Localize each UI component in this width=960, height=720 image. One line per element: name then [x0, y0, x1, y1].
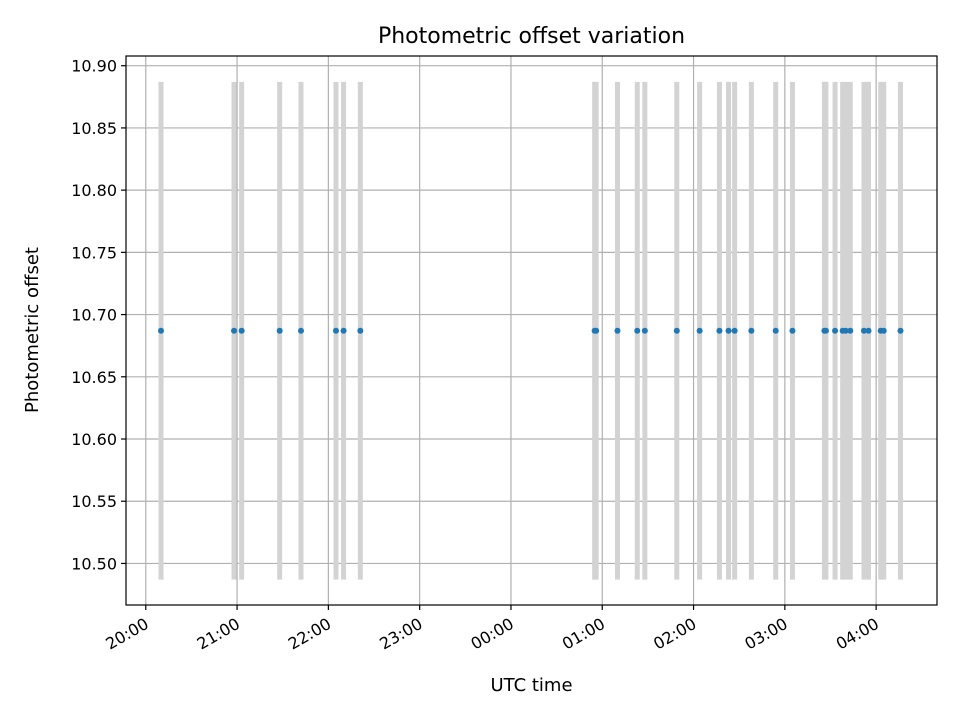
data-point: [641, 327, 648, 334]
data-points: [157, 327, 904, 334]
y-tick-label: 10.90: [71, 57, 117, 76]
data-point: [748, 327, 755, 334]
data-point: [157, 327, 164, 334]
y-tick-label: 10.65: [71, 368, 117, 387]
grid: [126, 56, 937, 605]
y-tick-label: 10.75: [71, 243, 117, 262]
data-point: [865, 327, 872, 334]
data-point: [634, 327, 641, 334]
y-tick-label: 10.50: [71, 554, 117, 573]
y-axis-label: Photometric offset: [22, 247, 43, 413]
data-point: [897, 327, 904, 334]
data-point: [593, 327, 600, 334]
data-point: [357, 327, 364, 334]
data-point: [614, 327, 621, 334]
y-tick-label: 10.60: [71, 430, 117, 449]
data-point: [340, 327, 347, 334]
data-point: [842, 327, 849, 334]
data-point: [725, 327, 732, 334]
plot-frame: [125, 55, 938, 606]
y-axis-ticks: 10.50 10.55 10.60 10.65 10.70 10.75 10.80 10.85…: [71, 57, 126, 573]
data-point: [772, 327, 779, 334]
y-tick-label: 10.55: [71, 492, 117, 511]
data-point: [860, 327, 867, 334]
data-point: [880, 327, 887, 334]
data-point: [716, 327, 723, 334]
chart-title: Photometric offset variation: [378, 24, 685, 49]
y-tick-label: 10.70: [71, 306, 117, 325]
data-point: [789, 327, 796, 334]
x-axis-label: UTC time: [490, 675, 572, 696]
data-point: [696, 327, 703, 334]
y-tick-label: 10.85: [71, 119, 117, 138]
data-point: [297, 327, 304, 334]
data-point: [332, 327, 339, 334]
data-point: [822, 327, 829, 334]
data-point: [847, 327, 854, 334]
y-tick-label: 10.80: [71, 181, 117, 200]
data-point: [832, 327, 839, 334]
data-point: [731, 327, 738, 334]
data-point: [231, 327, 238, 334]
data-point: [673, 327, 680, 334]
data-point: [238, 327, 245, 334]
data-point: [276, 327, 283, 334]
